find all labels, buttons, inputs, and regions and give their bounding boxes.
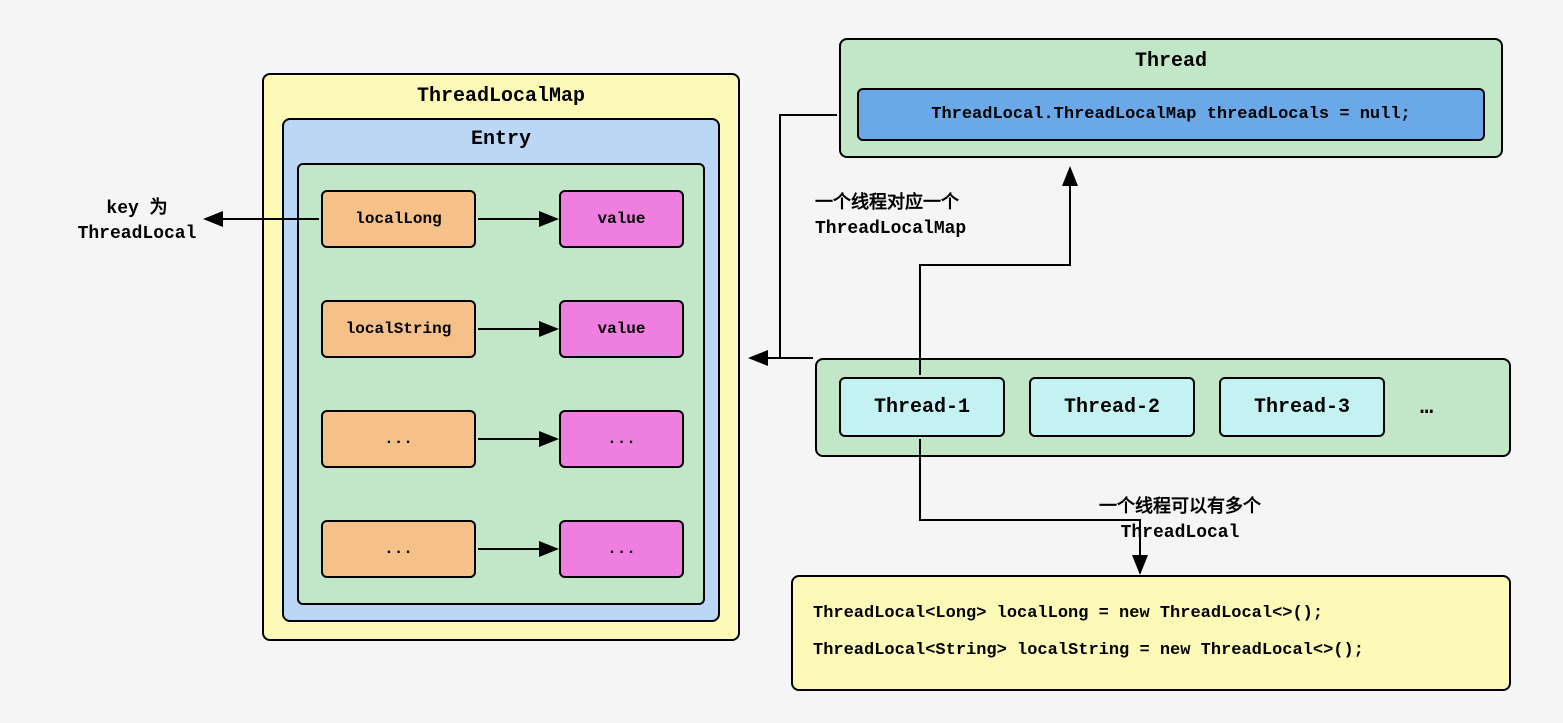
label-one-thread-many-tl: 一个线程可以有多个 ThreadLocal (1075, 496, 1285, 546)
key-label-line1: key 为 (106, 199, 167, 219)
thread-title: Thread (841, 40, 1501, 73)
entry-val: value (559, 300, 684, 358)
entry-val: value (559, 190, 684, 248)
key-label-line2: ThreadLocal (78, 224, 197, 244)
thread-field-box: ThreadLocal.ThreadLocalMap threadLocals … (857, 88, 1485, 141)
entry-key: localString (321, 300, 476, 358)
thread-item: Thread-1 (839, 377, 1005, 437)
label-one-thread-one-map: 一个线程对应一个 ThreadLocalMap (815, 192, 966, 242)
entry-title: Entry (284, 120, 718, 151)
entry-key: ... (321, 410, 476, 468)
label-mid2-line2: ThreadLocal (1121, 523, 1240, 543)
entry-key: localLong (321, 190, 476, 248)
code-box: ThreadLocal<Long> localLong = new Thread… (791, 575, 1511, 691)
diagram-canvas: key 为 ThreadLocal ThreadLocalMap Entry l… (0, 0, 1563, 723)
thread-item: Thread-2 (1029, 377, 1195, 437)
threads-more: … (1420, 393, 1433, 424)
entry-val: ... (559, 520, 684, 578)
label-mid1-line1: 一个线程对应一个 (815, 194, 959, 214)
entry-key: ... (321, 520, 476, 578)
threadlocalmap-title: ThreadLocalMap (264, 75, 738, 108)
label-mid1-line2: ThreadLocalMap (815, 219, 966, 239)
entry-val: ... (559, 410, 684, 468)
label-mid2-line1: 一个线程可以有多个 (1099, 498, 1261, 518)
thread-item: Thread-3 (1219, 377, 1385, 437)
key-label: key 为 ThreadLocal (72, 197, 202, 247)
code-line1: ThreadLocal<Long> localLong = new Thread… (813, 595, 1489, 632)
code-line2: ThreadLocal<String> localString = new Th… (813, 632, 1489, 669)
